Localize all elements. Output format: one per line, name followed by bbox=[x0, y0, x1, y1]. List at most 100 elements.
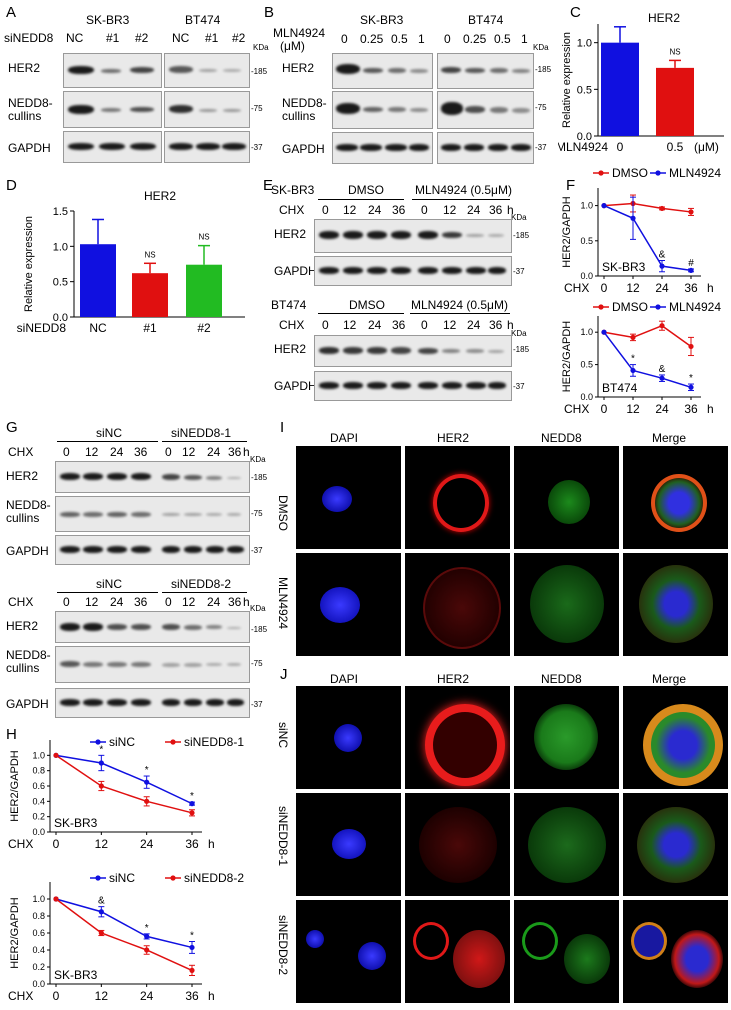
legend-marker bbox=[95, 739, 101, 745]
time-label: 24 bbox=[368, 318, 382, 332]
data-point bbox=[630, 215, 636, 221]
y-axis-label: Relative expression bbox=[561, 32, 573, 128]
y-tick-label: 1.0 bbox=[577, 38, 592, 50]
column-label: HER2 bbox=[437, 431, 470, 445]
data-point bbox=[659, 323, 665, 329]
blot-gapdh-sinedd8-1 bbox=[55, 535, 250, 565]
row-label: MLN4924 bbox=[276, 577, 290, 630]
significance-marker: * bbox=[145, 923, 149, 934]
x-unit-label: h bbox=[208, 837, 215, 851]
protein-label: cullins bbox=[8, 109, 42, 123]
time-label: 12 bbox=[182, 445, 196, 459]
data-point bbox=[659, 205, 665, 212]
h-label: h bbox=[243, 445, 250, 459]
chart-d: HER2 0.0 0.5 1.0 1.5 Relative expression NC NS #… bbox=[17, 189, 245, 335]
blot-her2-sinedd8-1 bbox=[55, 461, 250, 493]
blot-nedd8-sinedd8-2 bbox=[55, 646, 250, 683]
chart-f2: 0.0 0.5 1.0 0 12 24 36 CHX h HER2/GAPDH BT474 DMSO M… bbox=[561, 300, 721, 415]
data-point bbox=[601, 329, 607, 335]
panel-label-j: J bbox=[280, 666, 288, 683]
data-point bbox=[98, 930, 104, 936]
column-label: NEDD8 bbox=[541, 431, 582, 445]
time-label: 36 bbox=[489, 318, 503, 332]
lane-label: #1 bbox=[106, 31, 120, 45]
protein-label: GAPDH bbox=[8, 141, 51, 155]
chx-label: CHX bbox=[8, 595, 34, 609]
y-tick-label: 0.0 bbox=[577, 131, 592, 143]
legend-marker bbox=[95, 875, 101, 881]
y-tick-label: 0.0 bbox=[580, 392, 593, 402]
y-tick-label: 0.0 bbox=[32, 979, 45, 989]
bar bbox=[132, 273, 168, 317]
blot-nedd8-bt474 bbox=[164, 91, 250, 128]
blot-nedd8-sinedd8-1 bbox=[55, 496, 250, 532]
blot-gapdh-sinedd8-2 bbox=[55, 688, 250, 718]
mw-marker: -37 bbox=[535, 143, 547, 152]
time-label: 0 bbox=[421, 203, 428, 217]
chart-h2: 0.0 0.2 0.4 0.6 0.8 1.0 0 12 24 36 CHX h HER2/GAPDH S… bbox=[8, 871, 244, 1003]
lane-label: 0 bbox=[444, 32, 451, 46]
data-point bbox=[630, 334, 636, 340]
lane-label: NC bbox=[172, 31, 190, 45]
data-point bbox=[98, 909, 104, 915]
kda-label: KDa bbox=[250, 604, 266, 613]
x-tick-label: 12 bbox=[626, 402, 640, 415]
micrograph-nedd8 bbox=[514, 793, 619, 896]
time-label: 0 bbox=[63, 595, 70, 609]
panel-label-e: E bbox=[263, 177, 274, 194]
group-label: siNC bbox=[96, 577, 122, 591]
x-tick-label: 24 bbox=[655, 281, 669, 295]
legend-label: siNEDD8-1 bbox=[184, 735, 244, 749]
treatment-label: MLN4924 (0.5μM) bbox=[411, 298, 508, 312]
column-label: Merge bbox=[652, 431, 687, 445]
y-tick-label: 1.5 bbox=[53, 206, 68, 218]
y-tick-label: 0.5 bbox=[580, 360, 593, 370]
time-label: 24 bbox=[110, 445, 124, 459]
protein-label: GAPDH bbox=[274, 379, 317, 393]
time-label: 36 bbox=[134, 445, 148, 459]
x-tick-label: 12 bbox=[95, 837, 109, 851]
column-label: Merge bbox=[652, 672, 687, 686]
lane-label: #1 bbox=[205, 31, 219, 45]
x-tick-label: 24 bbox=[140, 837, 154, 851]
bar bbox=[601, 42, 639, 136]
blot-nedd8-skbr3 bbox=[63, 91, 162, 128]
lane-label: 0.25 bbox=[360, 32, 384, 46]
micrograph-dapi bbox=[296, 686, 401, 789]
legend-label: MLN4924 bbox=[669, 300, 721, 314]
lane-label: 0.5 bbox=[391, 32, 408, 46]
row-label: siNEDD8 bbox=[4, 31, 54, 45]
inner-label: SK-BR3 bbox=[54, 968, 98, 982]
blot-gapdh-skbr3 bbox=[63, 131, 162, 163]
kda-label: KDa bbox=[533, 43, 549, 52]
mw-marker: -185 bbox=[251, 67, 268, 76]
series-line bbox=[603, 202, 692, 213]
cell-line-label: BT474 bbox=[468, 13, 504, 27]
protein-label: GAPDH bbox=[6, 697, 49, 711]
micrograph-merge bbox=[623, 793, 728, 896]
y-tick-label: 0.0 bbox=[53, 312, 68, 324]
time-label: 12 bbox=[182, 595, 196, 609]
protein-label: HER2 bbox=[282, 61, 315, 75]
panel-label-g: G bbox=[6, 419, 18, 436]
mw-marker: -37 bbox=[251, 143, 263, 152]
x-tick-label: 0 bbox=[53, 837, 60, 851]
bar bbox=[80, 244, 116, 317]
y-axis-label: HER2/GAPDH bbox=[561, 321, 573, 393]
x-tick-label: #1 bbox=[143, 321, 157, 335]
micrograph-merge bbox=[623, 553, 728, 656]
series-line bbox=[603, 204, 692, 272]
h-label: h bbox=[507, 318, 514, 332]
x-tick-label: 24 bbox=[140, 989, 154, 1003]
kda-label: KDa bbox=[511, 329, 527, 338]
micrograph-dapi bbox=[296, 900, 401, 1003]
blot-gapdh-bt474 bbox=[314, 371, 512, 401]
x-tick-label: 12 bbox=[95, 989, 109, 1003]
treatment-label: DMSO bbox=[348, 183, 384, 197]
time-label: 12 bbox=[443, 318, 457, 332]
blot-her2-skbr3 bbox=[63, 53, 162, 88]
protein-label: NEDD8- bbox=[8, 96, 53, 110]
protein-label: NEDD8- bbox=[282, 96, 327, 110]
chart-title: HER2 bbox=[648, 11, 680, 25]
y-tick-label: 0.5 bbox=[53, 277, 68, 289]
